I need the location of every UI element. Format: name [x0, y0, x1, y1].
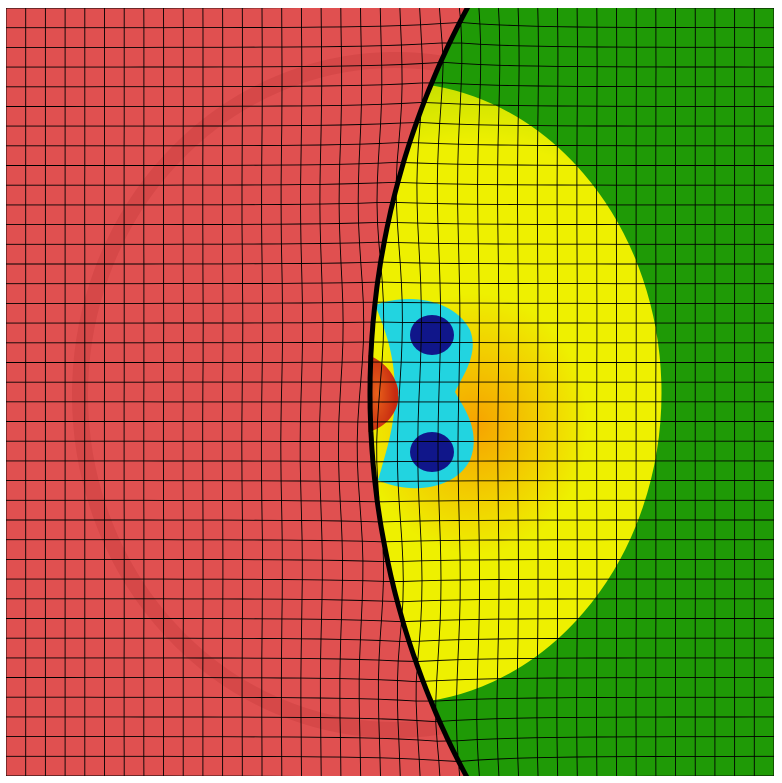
vortex-top: [410, 315, 454, 355]
mesh-row-line: [6, 8, 774, 9]
mesh-row-line: [6, 101, 774, 107]
mesh-row-line: [6, 460, 774, 463]
mesh-row-line: [6, 321, 774, 324]
mesh-row-line: [6, 82, 774, 88]
mesh-row-line: [6, 261, 774, 265]
mesh-row-line: [6, 499, 774, 503]
mesh-row-line: [6, 161, 774, 166]
mesh-column-line: [455, 8, 463, 776]
mesh-column-line: [516, 8, 520, 776]
mesh-row-line: [6, 716, 774, 723]
mesh-row-line: [6, 121, 774, 127]
mesh-row-line: [6, 657, 774, 662]
mesh-row-line: [6, 736, 774, 742]
mesh-column-line: [202, 8, 204, 776]
mesh-column-line: [280, 8, 284, 776]
mesh-column-line: [556, 8, 559, 776]
mesh-row-line: [6, 61, 774, 68]
mesh-row-line: [6, 440, 774, 443]
mesh-row-line: [6, 301, 774, 304]
mesh-row-line: [6, 519, 774, 523]
mesh-column-line: [260, 8, 264, 776]
mesh-column-line: [337, 8, 344, 776]
mesh-column-line: [318, 8, 324, 776]
mesh-row-line: [6, 181, 774, 186]
material-interface: [367, 8, 471, 776]
mesh-row-line: [6, 21, 774, 29]
mesh-row-line: [6, 775, 774, 776]
mesh-row-line: [6, 618, 774, 623]
shock-ring: [72, 52, 472, 738]
mesh-row-line: [6, 201, 774, 206]
compression-spot: [368, 355, 399, 432]
mesh-row-line: [6, 142, 774, 147]
computational-mesh: [6, 8, 774, 776]
mesh-column-line: [241, 8, 244, 776]
mesh-column-line: [395, 8, 404, 776]
mesh-column-line: [376, 8, 385, 776]
mesh-column-line: [435, 8, 444, 776]
mesh-row-line: [6, 558, 774, 563]
mesh-column-line: [299, 8, 304, 776]
mesh-row-line: [6, 755, 774, 762]
mesh-row-line: [6, 241, 774, 245]
mesh-column-line: [536, 8, 539, 776]
mesh-column-line: [596, 8, 598, 776]
mesh-row-line: [6, 281, 774, 285]
mesh-column-line: [221, 8, 224, 776]
mesh-row-line: [6, 598, 774, 603]
mesh-row-line: [6, 341, 774, 344]
mesh-column-line: [476, 8, 482, 776]
mesh-row-line: [6, 637, 774, 642]
mesh-column-line: [415, 8, 424, 776]
mesh-column-line: [496, 8, 501, 776]
mesh-column-line: [356, 8, 365, 776]
mesh-row-line: [6, 539, 774, 543]
mesh-row-line: [6, 480, 774, 483]
mesh-column-line: [576, 8, 578, 776]
vortex-bottom: [410, 432, 454, 472]
mesh-row-line: [6, 42, 774, 48]
mesh-row-line: [6, 677, 774, 683]
mesh-row-line: [6, 696, 774, 702]
